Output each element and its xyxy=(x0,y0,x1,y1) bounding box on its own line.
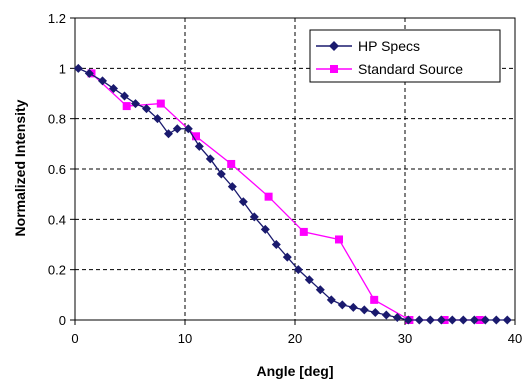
data-point-hp-specs xyxy=(238,197,248,207)
y-tick-label: 0.8 xyxy=(48,112,66,127)
data-point-standard-source xyxy=(156,99,165,108)
data-point-hp-specs xyxy=(131,99,140,109)
y-axis-title: Normalized Intensity xyxy=(12,99,28,236)
data-point-hp-specs xyxy=(326,295,336,305)
data-point-hp-specs xyxy=(469,315,479,325)
x-tick-label: 30 xyxy=(398,331,412,346)
data-point-hp-specs xyxy=(480,315,490,325)
data-point-hp-specs xyxy=(293,265,303,275)
data-point-hp-specs xyxy=(260,224,270,234)
data-point-hp-specs xyxy=(425,315,435,325)
data-point-hp-specs xyxy=(164,129,173,139)
data-point-hp-specs xyxy=(73,63,83,73)
data-point-hp-specs xyxy=(172,124,182,134)
data-point-hp-specs xyxy=(84,68,94,78)
legend-marker-standard-source xyxy=(330,65,338,73)
data-point-hp-specs xyxy=(447,315,457,325)
data-point-standard-source xyxy=(192,132,200,141)
data-point-hp-specs xyxy=(491,315,501,325)
data-point-hp-specs xyxy=(194,141,204,151)
x-tick-label: 40 xyxy=(508,331,522,346)
y-tick-label: 0.4 xyxy=(48,212,66,227)
x-tick-label: 10 xyxy=(178,331,192,346)
tick-labels: 0 0.2 0.4 0.6 0.8 1 1.2 0 10 20 30 40 xyxy=(48,11,522,346)
data-point-hp-specs xyxy=(249,212,259,222)
x-tick-label: 0 xyxy=(71,331,78,346)
data-point-hp-specs xyxy=(109,83,118,93)
data-point-hp-specs xyxy=(348,302,358,312)
data-point-standard-source xyxy=(335,235,343,244)
data-point-hp-specs xyxy=(436,315,446,325)
data-point-hp-specs xyxy=(337,300,347,310)
y-tick-label: 0.2 xyxy=(48,263,66,278)
y-tick-label: 0.6 xyxy=(48,162,66,177)
y-tick-label: 1 xyxy=(59,61,66,76)
series-plot xyxy=(73,63,512,325)
legend: HP Specs Standard Source xyxy=(309,29,501,83)
data-point-hp-specs xyxy=(381,310,391,320)
data-point-hp-specs xyxy=(183,124,193,134)
series-line-standard-source xyxy=(91,72,480,321)
data-point-standard-source xyxy=(370,295,379,304)
legend-label-standard-source: Standard Source xyxy=(358,61,463,77)
data-point-hp-specs xyxy=(216,169,226,179)
data-point-hp-specs xyxy=(227,182,237,192)
data-point-standard-source xyxy=(227,159,236,168)
legend-marker-hp-specs xyxy=(329,41,339,51)
data-point-hp-specs xyxy=(403,315,413,325)
data-point-hp-specs xyxy=(359,305,369,315)
y-tick-label: 0 xyxy=(59,313,66,328)
data-point-hp-specs xyxy=(315,285,325,295)
data-point-hp-specs xyxy=(370,307,380,317)
data-point-hp-specs xyxy=(271,240,281,249)
data-point-standard-source xyxy=(122,102,131,111)
data-point-hp-specs xyxy=(458,315,468,325)
axes xyxy=(70,17,516,325)
data-point-hp-specs xyxy=(98,76,107,86)
data-point-hp-specs xyxy=(120,91,129,101)
x-axis-title: Angle [deg] xyxy=(257,363,334,379)
data-point-hp-specs xyxy=(502,315,512,325)
data-point-hp-specs xyxy=(153,114,162,124)
data-point-standard-source xyxy=(299,227,308,236)
legend-item-standard-source: Standard Source xyxy=(316,61,463,77)
series-line-hp-specs xyxy=(78,67,508,321)
legend-label-hp-specs: HP Specs xyxy=(358,38,420,54)
data-point-hp-specs xyxy=(414,315,424,325)
series-hp-specs xyxy=(73,63,512,325)
data-point-hp-specs xyxy=(392,312,402,322)
grid xyxy=(75,18,515,320)
data-point-hp-specs xyxy=(304,275,314,285)
legend-box xyxy=(309,29,501,83)
data-point-standard-source xyxy=(264,192,273,201)
data-point-hp-specs xyxy=(282,252,292,262)
legend-item-hp-specs: HP Specs xyxy=(316,38,420,54)
data-point-hp-specs xyxy=(205,154,215,164)
data-point-hp-specs xyxy=(142,104,151,114)
x-tick-label: 20 xyxy=(288,331,302,346)
y-tick-label: 1.2 xyxy=(48,11,66,26)
